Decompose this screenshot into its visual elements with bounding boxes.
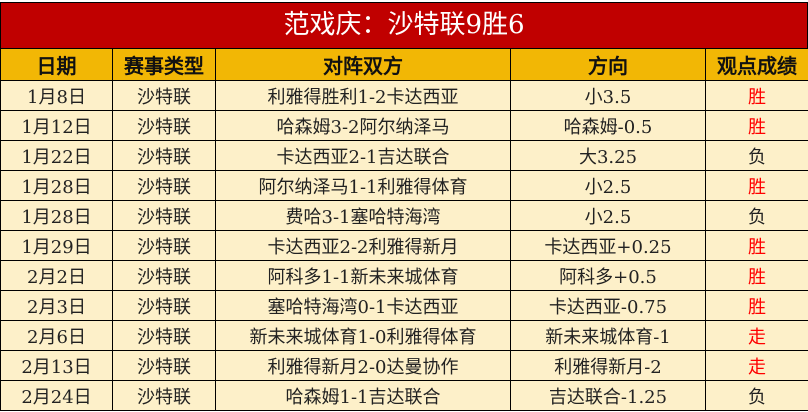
date-cell: 1月8日 — [0, 80, 113, 111]
result-cell: 胜 — [705, 230, 808, 261]
match-cell: 费哈3-1塞哈特海湾 — [215, 200, 511, 231]
picks-table: 日期 赛事类型 对阵双方 方向 观点成绩 1月8日 沙特联 利雅得胜利1-2卡达西亚… — [0, 48, 808, 411]
match-cell: 阿尔纳泽马1-1利雅得体育 — [215, 170, 511, 201]
table-row: 2月13日 沙特联 利雅得新月2-0达曼协作 利雅得新月-2 走 — [0, 350, 808, 381]
header-row: 日期 赛事类型 对阵双方 方向 观点成绩 — [0, 48, 808, 81]
date-cell: 2月3日 — [0, 290, 113, 321]
type-cell: 沙特联 — [112, 350, 216, 381]
table-row: 2月3日 沙特联 塞哈特海湾0-1卡达西亚 卡达西亚-0.75 胜 — [0, 290, 808, 321]
pick-cell: 阿科多+0.5 — [510, 260, 706, 291]
page-title: 范戏庆：沙特联9胜6 — [0, 2, 808, 48]
table-row: 1月28日 沙特联 费哈3-1塞哈特海湾 小2.5 负 — [0, 200, 808, 231]
result-cell: 负 — [705, 200, 808, 231]
match-cell: 塞哈特海湾0-1卡达西亚 — [215, 290, 511, 321]
type-cell: 沙特联 — [112, 260, 216, 291]
pick-cell: 卡达西亚-0.75 — [510, 290, 706, 321]
pick-cell: 小3.5 — [510, 80, 706, 111]
date-cell: 1月28日 — [0, 170, 113, 201]
date-cell: 2月2日 — [0, 260, 113, 291]
table-row: 2月6日 沙特联 新未来城体育1-0利雅得体育 新未来城体育-1 走 — [0, 320, 808, 351]
table-row: 1月29日 沙特联 卡达西亚2-2利雅得新月 卡达西亚+0.25 胜 — [0, 230, 808, 261]
type-cell: 沙特联 — [112, 80, 216, 111]
result-cell: 负 — [705, 140, 808, 171]
table-row: 1月28日 沙特联 阿尔纳泽马1-1利雅得体育 小2.5 胜 — [0, 170, 808, 201]
pick-cell: 哈森姆-0.5 — [510, 110, 706, 141]
type-cell: 沙特联 — [112, 140, 216, 171]
type-cell: 沙特联 — [112, 110, 216, 141]
match-cell: 利雅得胜利1-2卡达西亚 — [215, 80, 511, 111]
pick-cell: 新未来城体育-1 — [510, 320, 706, 351]
result-cell: 胜 — [705, 290, 808, 321]
match-cell: 利雅得新月2-0达曼协作 — [215, 350, 511, 381]
header-date: 日期 — [0, 48, 113, 81]
result-cell: 胜 — [705, 80, 808, 111]
pick-cell: 小2.5 — [510, 200, 706, 231]
date-cell: 2月24日 — [0, 380, 113, 411]
match-cell: 阿科多1-1新未来城体育 — [215, 260, 511, 291]
match-cell: 卡达西亚2-1吉达联合 — [215, 140, 511, 171]
type-cell: 沙特联 — [112, 170, 216, 201]
header-result: 观点成绩 — [705, 48, 808, 81]
table-row: 2月2日 沙特联 阿科多1-1新未来城体育 阿科多+0.5 胜 — [0, 260, 808, 291]
date-cell: 2月13日 — [0, 350, 113, 381]
table-row: 1月8日 沙特联 利雅得胜利1-2卡达西亚 小3.5 胜 — [0, 80, 808, 111]
header-pick: 方向 — [510, 48, 706, 81]
date-cell: 2月6日 — [0, 320, 113, 351]
date-cell: 1月12日 — [0, 110, 113, 141]
match-cell: 新未来城体育1-0利雅得体育 — [215, 320, 511, 351]
type-cell: 沙特联 — [112, 290, 216, 321]
type-cell: 沙特联 — [112, 380, 216, 411]
result-cell: 负 — [705, 380, 808, 411]
result-cell: 胜 — [705, 170, 808, 201]
result-cell: 走 — [705, 320, 808, 351]
table-row: 1月12日 沙特联 哈森姆3-2阿尔纳泽马 哈森姆-0.5 胜 — [0, 110, 808, 141]
date-cell: 1月22日 — [0, 140, 113, 171]
pick-cell: 大3.25 — [510, 140, 706, 171]
pick-cell: 利雅得新月-2 — [510, 350, 706, 381]
result-cell: 走 — [705, 350, 808, 381]
type-cell: 沙特联 — [112, 320, 216, 351]
header-type: 赛事类型 — [112, 48, 216, 81]
result-cell: 胜 — [705, 260, 808, 291]
table-row: 1月22日 沙特联 卡达西亚2-1吉达联合 大3.25 负 — [0, 140, 808, 171]
match-cell: 哈森姆3-2阿尔纳泽马 — [215, 110, 511, 141]
header-match: 对阵双方 — [215, 48, 511, 81]
type-cell: 沙特联 — [112, 200, 216, 231]
result-cell: 胜 — [705, 110, 808, 141]
match-cell: 卡达西亚2-2利雅得新月 — [215, 230, 511, 261]
pick-cell: 吉达联合-1.25 — [510, 380, 706, 411]
date-cell: 1月29日 — [0, 230, 113, 261]
pick-cell: 卡达西亚+0.25 — [510, 230, 706, 261]
pick-cell: 小2.5 — [510, 170, 706, 201]
match-cell: 哈森姆1-1吉达联合 — [215, 380, 511, 411]
table-row: 2月24日 沙特联 哈森姆1-1吉达联合 吉达联合-1.25 负 — [0, 380, 808, 411]
type-cell: 沙特联 — [112, 230, 216, 261]
date-cell: 1月28日 — [0, 200, 113, 231]
